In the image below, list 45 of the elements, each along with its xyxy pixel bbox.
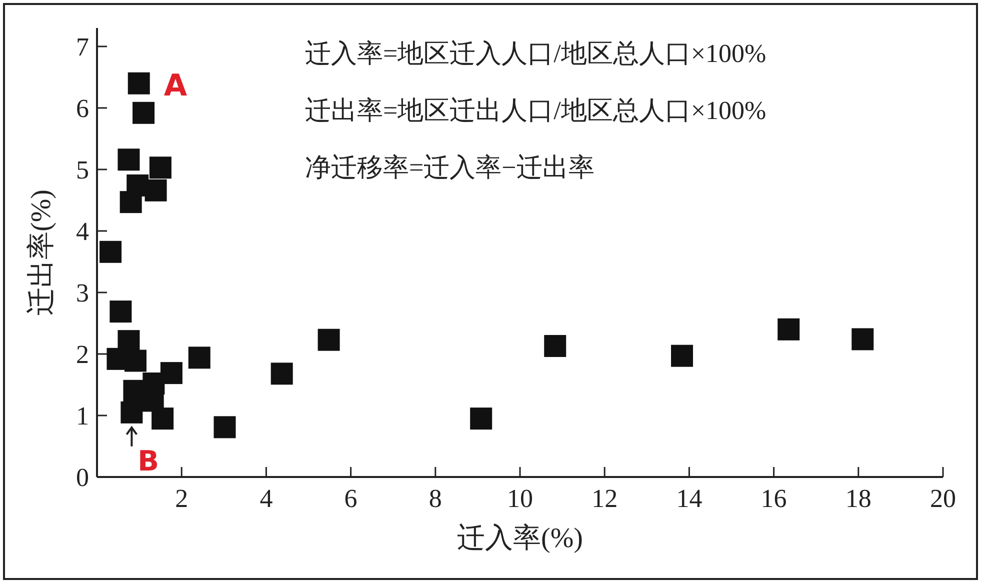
- point: [214, 416, 236, 438]
- point: [270, 362, 293, 385]
- point: [120, 191, 142, 214]
- point: [544, 334, 566, 357]
- x-tick-label: 8: [428, 484, 442, 513]
- x-tick-label: 2: [175, 484, 188, 513]
- x-tick-label: 18: [845, 484, 872, 513]
- y-tick-label: 5: [76, 155, 89, 184]
- y-tick-label: 4: [76, 216, 89, 246]
- point: [100, 240, 122, 263]
- y-tick-label: 6: [76, 94, 89, 123]
- x-tick-label: 4: [260, 484, 273, 513]
- y-tick-label: 7: [76, 32, 89, 62]
- y-tick-label: 1: [76, 401, 89, 430]
- annotation: B: [138, 444, 160, 478]
- annotation: 净迁移率=迁入率−迁出率: [305, 153, 594, 182]
- point: [149, 156, 172, 179]
- point: [118, 148, 140, 171]
- point: [188, 346, 210, 369]
- point: [852, 328, 874, 350]
- point: [132, 102, 155, 124]
- y-tick-label: 3: [76, 278, 89, 308]
- point: [160, 362, 182, 384]
- x-axis-title: 迁入率(%): [457, 523, 583, 554]
- annotation: 迁入率=地区迁入人口/地区总人口×100%: [305, 39, 766, 68]
- point: [778, 318, 800, 340]
- point: [144, 179, 167, 202]
- y-tick-label: 2: [76, 340, 89, 369]
- x-tick-label: 6: [344, 484, 358, 513]
- x-tick-label: 14: [676, 484, 702, 513]
- point: [470, 408, 492, 430]
- x-tick-label: 20: [930, 484, 956, 513]
- y-axis-title: 迁出率(%): [26, 190, 57, 316]
- point: [128, 72, 150, 94]
- x-tick-label: 12: [592, 484, 618, 513]
- y-tick-label: 0: [76, 463, 89, 492]
- point: [671, 344, 694, 367]
- point: [120, 401, 143, 424]
- x-tick-label: 16: [760, 484, 787, 513]
- annotation: 迁出率=地区迁出人口/地区总人口×100%: [305, 96, 766, 125]
- point: [318, 328, 340, 351]
- point: [152, 408, 174, 430]
- annotation: A: [164, 68, 188, 104]
- point: [110, 300, 132, 323]
- x-tick-label: 10: [507, 484, 533, 513]
